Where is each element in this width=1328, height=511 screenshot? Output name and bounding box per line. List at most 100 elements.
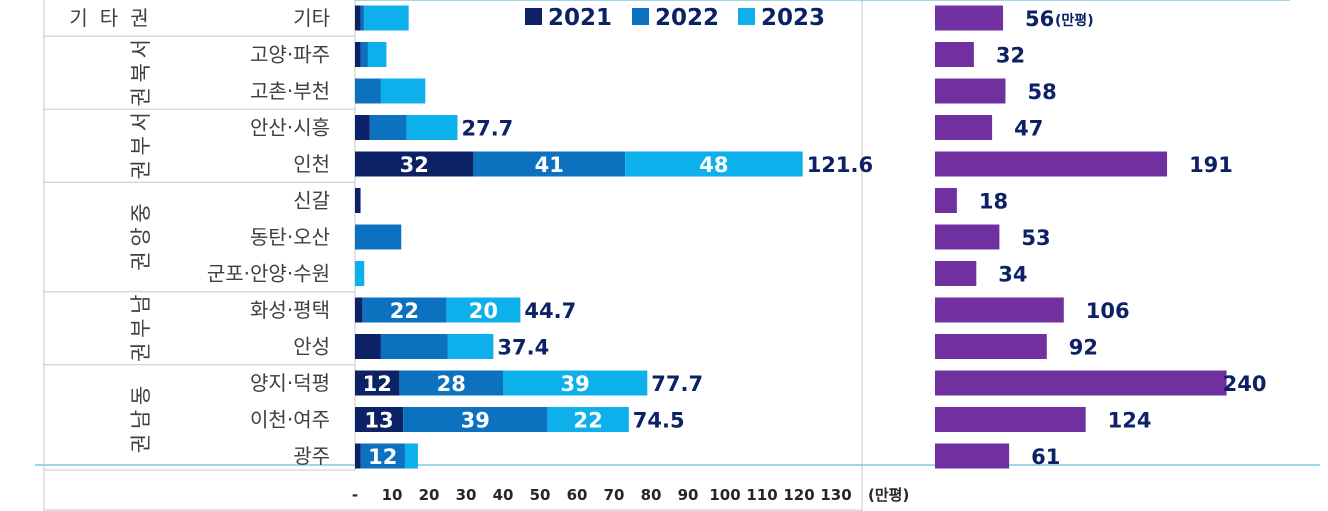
bar-segment-2022 — [473, 151, 626, 177]
bar-segment-2021 — [355, 188, 361, 213]
total-bar — [935, 261, 977, 286]
total-bar-label: 53 — [1021, 226, 1050, 250]
group-label-char: 권 — [129, 87, 153, 106]
total-bar — [935, 443, 1010, 469]
total-bar-label: 47 — [1014, 117, 1043, 141]
group-label-char: 북 — [129, 63, 153, 82]
x-axis: - 10 20 30 40 50 60 70 80 90 100 110 120 130 (만평) — [352, 486, 909, 504]
legend-label-2021: 2021 — [548, 5, 612, 31]
x-tick-label: 100 — [709, 486, 740, 504]
bar-segment-2021 — [355, 334, 381, 359]
category-label: 광주 — [293, 444, 330, 468]
x-tick-label: 40 — [493, 486, 514, 504]
x-tick-label: - — [352, 486, 358, 504]
legend-swatch-2022 — [632, 8, 649, 25]
bar-segment-2022 — [360, 42, 368, 67]
bar-segment-2022 — [355, 224, 402, 250]
group-label-char: 남 — [129, 410, 153, 429]
total-bar-label: 106 — [1086, 299, 1130, 323]
category-label: 기타 — [293, 6, 330, 30]
x-tick-label: 30 — [456, 486, 477, 504]
bar-segment-2021 — [355, 407, 404, 432]
category-label: 양지·덕평 — [250, 371, 330, 395]
legend-label-2023: 2023 — [761, 5, 825, 31]
bar-segment-2022 — [360, 5, 365, 31]
x-tick-label: 50 — [530, 486, 551, 504]
x-tick-label: 20 — [419, 486, 440, 504]
total-bar — [935, 370, 1227, 396]
category-label: 이천·여주 — [250, 408, 330, 432]
total-bar — [935, 42, 974, 67]
bar-segment-2023 — [404, 443, 418, 469]
group-label-char: 권 — [129, 434, 153, 453]
bar-segment-2021 — [355, 115, 370, 140]
total-bar — [935, 151, 1168, 177]
segment-label: 41 — [535, 153, 564, 177]
x-tick-label: 60 — [567, 486, 588, 504]
total-bar-label: 92 — [1069, 336, 1098, 360]
bar-segment-2023 — [364, 5, 409, 31]
bar-segment-2022 — [360, 443, 405, 469]
chart-frame — [35, 0, 1320, 511]
bar-segment-2023 — [367, 42, 387, 67]
bar-segment-2023 — [380, 78, 426, 104]
category-label: 안성 — [293, 335, 330, 359]
bar-segment-2023 — [355, 261, 365, 286]
group-label-char: 앙 — [129, 227, 153, 246]
segment-label: 20 — [469, 299, 498, 323]
bar-segment-2021 — [355, 151, 474, 177]
segment-label: 13 — [364, 409, 393, 433]
bar-segment-2022 — [369, 115, 407, 140]
group-label-char: 서 — [129, 112, 153, 131]
segment-label: 12 — [368, 445, 397, 469]
bar-segment-2023 — [406, 115, 458, 140]
group-label-char: 부 — [129, 136, 153, 155]
legend-label-2022: 2022 — [655, 5, 719, 31]
legend: 2021 2022 2023 — [525, 5, 825, 31]
total-bar-label: 34 — [998, 263, 1027, 287]
total-label: 77.7 — [651, 372, 703, 396]
category-label: 고양·파주 — [250, 43, 330, 67]
legend-swatch-2023 — [738, 8, 755, 25]
group-label-char: 서 — [129, 39, 153, 58]
total-bar — [935, 224, 1000, 250]
category-label: 안산·시흥 — [250, 116, 330, 140]
total-label: 37.4 — [497, 336, 549, 360]
category-label: 인천 — [293, 152, 330, 176]
group-label-char: 권 — [129, 251, 153, 270]
group-label-char: 남 — [129, 295, 153, 314]
total-bar — [935, 407, 1086, 432]
category-label: 고촌·부천 — [250, 79, 330, 103]
total-bar — [935, 297, 1064, 323]
total-bar-label: 58 — [1027, 80, 1056, 104]
total-bar-label: 240 — [1223, 372, 1267, 396]
category-label: 군포·안양·수원 — [207, 262, 330, 286]
total-bar-label: 32 — [996, 44, 1025, 68]
group-label-char: 동 — [129, 386, 153, 405]
total-bar-label: 61 — [1031, 445, 1060, 469]
total-label: 44.7 — [524, 299, 576, 323]
category-label: 동탄·오산 — [250, 225, 330, 249]
bar-segment-2021 — [355, 5, 361, 31]
total-bar — [935, 78, 1006, 104]
group-label-char: 권 — [129, 343, 153, 362]
bar-segment-2023 — [503, 370, 648, 396]
bar-segment-2023 — [547, 407, 629, 432]
group-label-char: 권 — [129, 160, 153, 179]
group-label-char: 중 — [129, 203, 153, 222]
bar-segment-2023 — [447, 334, 494, 359]
total-label: 74.5 — [633, 409, 685, 433]
x-tick-label: 80 — [641, 486, 662, 504]
total-label: 27.7 — [461, 117, 513, 141]
category-label: 신갈 — [293, 189, 330, 213]
bar-segment-2022 — [403, 407, 548, 432]
bar-segment-2022 — [399, 370, 503, 396]
total-bar-label: 124 — [1108, 409, 1152, 433]
x-tick-label: 10 — [382, 486, 403, 504]
bar-segment-2022 — [380, 334, 448, 359]
group-label-char: 부 — [129, 319, 153, 338]
total-bar — [935, 188, 957, 213]
total-bar — [935, 334, 1047, 359]
